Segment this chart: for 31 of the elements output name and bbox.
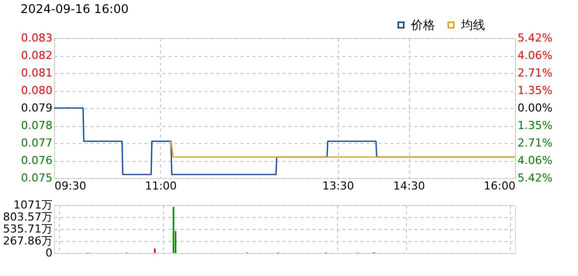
y2-tick-label: 5.42% — [518, 172, 552, 184]
y2-tick-label: 2.71% — [518, 66, 552, 80]
x-tick-label: 14:30 — [393, 180, 425, 192]
y-tick-label: 0.076 — [21, 154, 52, 167]
y2-tick-label: 4.06% — [518, 49, 552, 62]
y-tick-label: 1071万 — [14, 198, 52, 212]
y-tick-label: 535.71万 — [3, 222, 52, 236]
y-tick-label: 0.078 — [21, 119, 52, 132]
y2-tick-label: 2.71% — [518, 136, 552, 150]
y2-tick-label: 0.00% — [518, 102, 552, 114]
x-tick-label: 16:00 — [484, 180, 516, 192]
y-tick-label: 0 — [46, 246, 52, 260]
y-tick-label: 267.86万 — [3, 234, 52, 248]
y2-tick-label: 4.06% — [518, 154, 552, 167]
y-tick-label: 0.082 — [21, 49, 52, 62]
y2-tick-label: 1.35% — [518, 84, 552, 98]
chart-title: 2024-09-16 16:00 — [20, 2, 129, 16]
y2-tick-label: 1.35% — [518, 118, 552, 132]
x-tick-label: 13:30 — [322, 180, 354, 192]
legend-label: 均线 — [460, 18, 485, 32]
y-tick-label: 0.079 — [21, 102, 52, 114]
y-tick-label: 0.083 — [21, 32, 52, 44]
y-tick-label: 803.57万 — [3, 210, 52, 224]
y-tick-label: 0.077 — [21, 136, 52, 150]
y-tick-label: 0.075 — [21, 172, 52, 184]
y-tick-label: 0.081 — [21, 66, 52, 80]
y-tick-label: 0.080 — [21, 84, 52, 97]
legend-label: 价格 — [410, 18, 435, 32]
x-tick-label: 11:00 — [145, 180, 177, 192]
x-tick-label: 09:30 — [54, 180, 86, 192]
y2-tick-label: 5.42% — [518, 32, 552, 44]
